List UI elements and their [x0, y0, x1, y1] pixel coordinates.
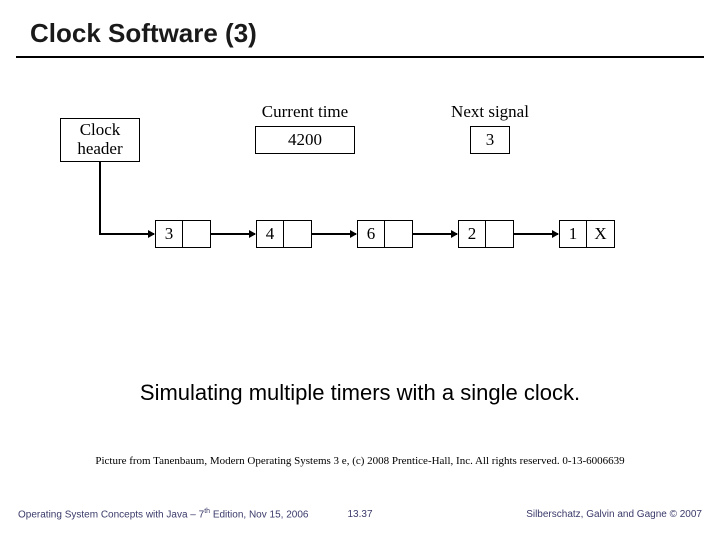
next-signal-box: 3 — [470, 126, 510, 154]
footer-left-suffix: Edition, Nov 15, 2006 — [210, 509, 308, 520]
list-node-1: 3 — [155, 220, 211, 248]
arrow-header-to-node1 — [99, 233, 154, 235]
list-node-4: 2 — [458, 220, 514, 248]
slide: Clock Software (3) Current time Next sig… — [0, 0, 720, 540]
list-node-2-value: 4 — [256, 220, 284, 248]
list-node-5-value: 1 — [559, 220, 587, 248]
list-node-1-ptr — [183, 220, 211, 248]
arrow-3-4 — [413, 233, 457, 235]
title-underline — [16, 56, 704, 58]
list-node-3-value: 6 — [357, 220, 385, 248]
arrow-2-3 — [312, 233, 356, 235]
diagram-caption: Simulating multiple timers with a single… — [0, 380, 720, 406]
list-node-5: 1 X — [559, 220, 615, 248]
picture-credit: Picture from Tanenbaum, Modern Operating… — [0, 455, 720, 467]
footer-left: Operating System Concepts with Java – 7t… — [18, 508, 308, 520]
clock-header-box: Clock header — [60, 118, 140, 162]
list-node-4-ptr — [486, 220, 514, 248]
slide-footer: Operating System Concepts with Java – 7t… — [18, 508, 702, 520]
list-node-2: 4 — [256, 220, 312, 248]
list-node-3-ptr — [385, 220, 413, 248]
current-time-box: 4200 — [255, 126, 355, 154]
arrow-4-5 — [514, 233, 558, 235]
list-node-4-value: 2 — [458, 220, 486, 248]
footer-page-number: 13.37 — [347, 509, 372, 520]
next-signal-label: Next signal — [430, 102, 550, 122]
header-down-line — [99, 162, 101, 234]
slide-title: Clock Software (3) — [30, 18, 257, 49]
footer-left-prefix: Operating System Concepts with Java – 7 — [18, 509, 204, 520]
footer-right: Silberschatz, Galvin and Gagne © 2007 — [526, 509, 702, 520]
list-node-5-terminator: X — [587, 220, 615, 248]
current-time-label: Current time — [240, 102, 370, 122]
list-node-3: 6 — [357, 220, 413, 248]
list-node-2-ptr — [284, 220, 312, 248]
list-node-1-value: 3 — [155, 220, 183, 248]
arrow-1-2 — [211, 233, 255, 235]
timer-diagram: Current time Next signal 4200 3 Clock he… — [60, 110, 650, 310]
